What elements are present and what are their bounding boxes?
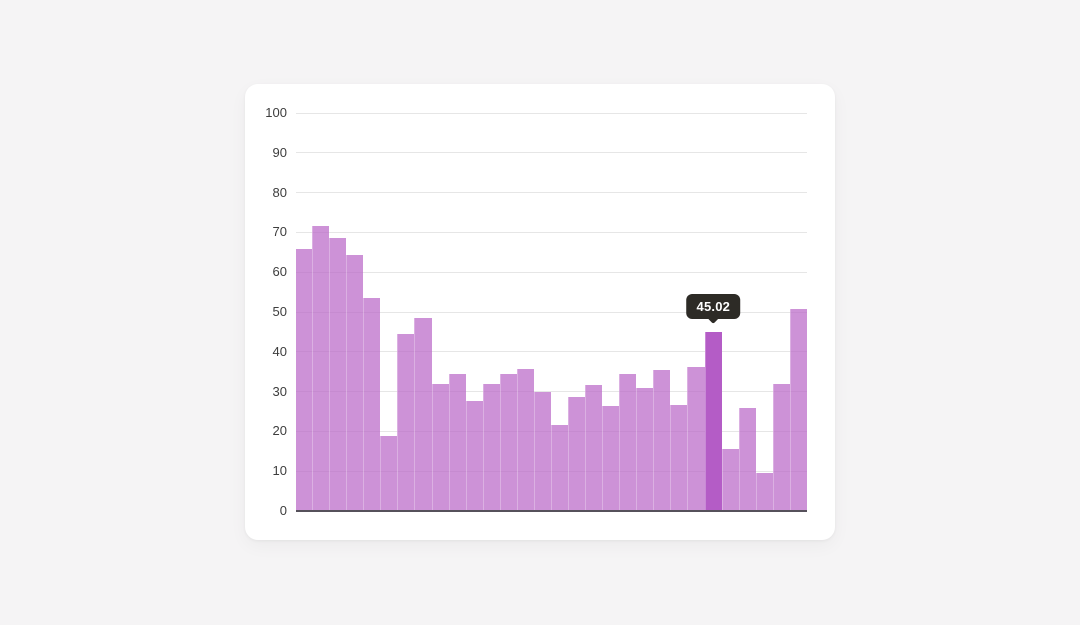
bar[interactable] (619, 374, 637, 511)
bar[interactable] (363, 297, 381, 511)
bar[interactable] (602, 405, 620, 511)
bar[interactable] (465, 401, 483, 511)
bar[interactable] (312, 225, 330, 511)
y-axis-tick-label: 100 (265, 105, 287, 120)
gridline (296, 271, 807, 273)
bar[interactable] (721, 448, 739, 511)
bar[interactable] (670, 405, 688, 511)
bar[interactable] (789, 309, 807, 511)
bar[interactable] (636, 387, 654, 511)
bar[interactable] (329, 237, 347, 511)
bar[interactable] (772, 383, 790, 511)
bar[interactable] (499, 373, 517, 511)
tooltip: 45.02 (686, 293, 741, 324)
chart-card: 0 10 20 30 40 50 60 70 80 90 100 45.02 (245, 84, 835, 540)
bar[interactable] (738, 408, 756, 511)
y-axis-tick-label: 60 (272, 264, 287, 280)
bar[interactable] (448, 373, 466, 511)
gridline (296, 192, 807, 194)
y-axis-tick-label: 10 (272, 463, 287, 479)
gridline (296, 112, 807, 114)
y-axis-tick-label: 30 (272, 383, 287, 399)
bar[interactable] (516, 368, 534, 511)
y-axis-tick-label: 20 (272, 423, 287, 439)
y-axis-tick-label: 50 (272, 304, 287, 319)
y-axis-tick-label: 80 (272, 184, 287, 200)
y-axis-tick-label: 0 (279, 503, 287, 518)
bar[interactable] (346, 254, 364, 511)
gridline (296, 231, 807, 233)
bar[interactable] (431, 384, 449, 511)
bar[interactable] (296, 249, 313, 511)
bars-layer (296, 113, 807, 511)
bar[interactable] (755, 473, 773, 511)
gridline (296, 152, 807, 154)
tooltip-value: 45.02 (696, 298, 731, 314)
bar[interactable] (585, 385, 603, 511)
gridline (296, 311, 807, 313)
bar[interactable] (568, 396, 586, 511)
bar[interactable] (482, 384, 500, 511)
bar[interactable] (533, 392, 551, 511)
bar[interactable] (653, 370, 671, 511)
bar[interactable] (687, 367, 705, 511)
chart-plot-area: 0 10 20 30 40 50 60 70 80 90 100 45.02 (265, 105, 807, 518)
bar[interactable] (380, 436, 398, 511)
y-axis-tick-label: 90 (272, 144, 287, 160)
x-axis-line (296, 510, 807, 512)
bar[interactable] (397, 334, 415, 511)
y-axis-tick-label: 40 (272, 343, 287, 359)
y-axis-tick-label: 70 (272, 224, 287, 240)
bar[interactable] (550, 425, 568, 511)
bar-highlighted[interactable] (704, 331, 722, 511)
gridline (296, 391, 807, 393)
bar[interactable] (414, 317, 432, 511)
gridline (296, 351, 807, 353)
